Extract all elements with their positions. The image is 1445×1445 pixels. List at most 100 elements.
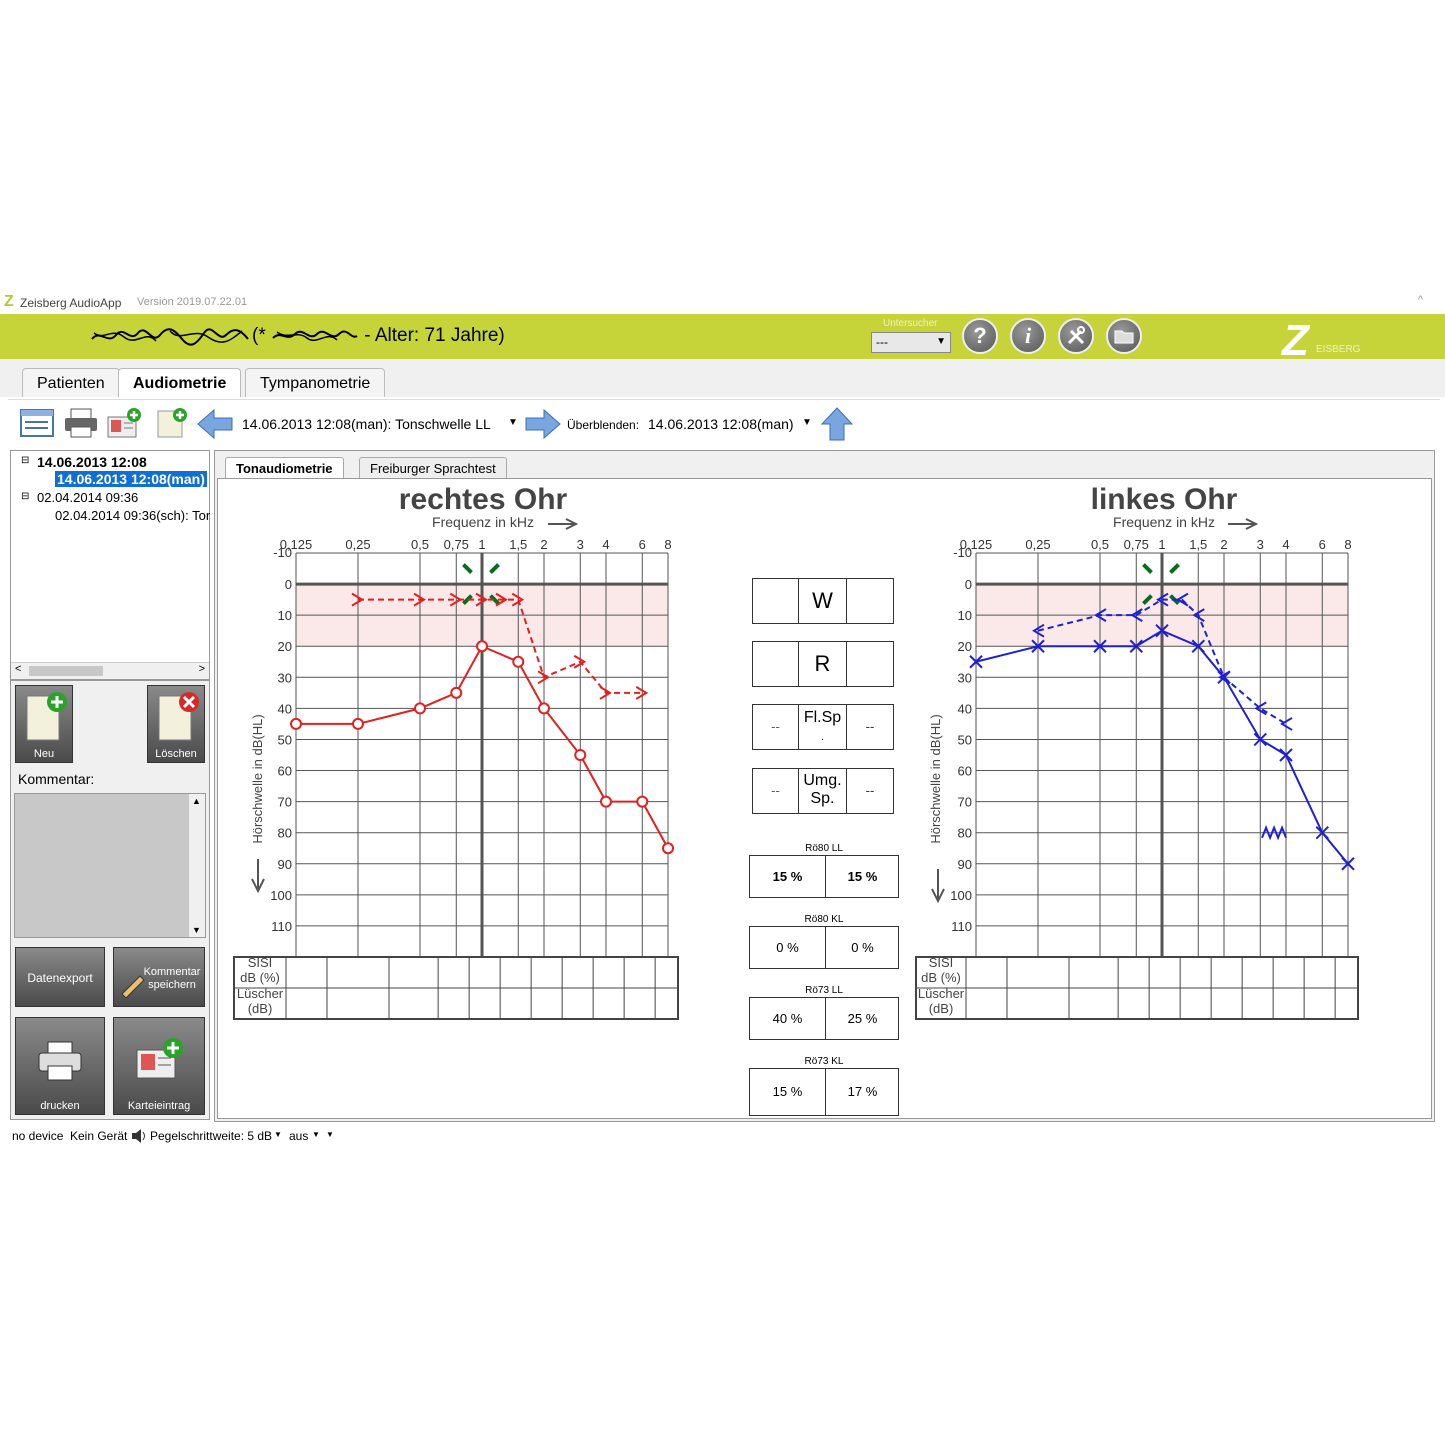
delete-button[interactable]: Löschen [147, 685, 205, 763]
bone-marker [489, 594, 500, 606]
folder-icon [1114, 330, 1134, 344]
rinne-right-cell[interactable] [847, 642, 893, 686]
db-tick-label: 40 [278, 701, 292, 716]
tab-patienten[interactable]: Patienten [22, 368, 120, 397]
comment-input[interactable]: ▲ ▼ [14, 793, 206, 938]
window-collapse-icon[interactable]: ^ [1417, 294, 1423, 306]
record-entry-button[interactable]: Karteieintrag [113, 1017, 205, 1115]
save-comment-button[interactable]: Kommentar speichern [113, 947, 205, 1007]
weber-right-cell[interactable] [847, 579, 893, 623]
collapse-icon[interactable]: ⊟ [21, 491, 30, 502]
weber-left-cell[interactable] [753, 579, 799, 623]
data-point [476, 640, 488, 653]
flsp-box[interactable]: -- Fl.Sp. -- [752, 704, 894, 750]
db-tick-label: 40 [958, 701, 972, 716]
app-name: Zeisberg AudioApp [20, 296, 122, 310]
data-point [1093, 639, 1107, 653]
flsp-label-text: Fl.Sp [803, 709, 842, 726]
freq-tick-label: 0,75 [1124, 537, 1149, 552]
chevron-down-icon[interactable]: ▼ [274, 1130, 282, 1139]
subtab-freiburger[interactable]: Freiburger Sprachtest [359, 457, 507, 479]
audiogram-right-ear[interactable]: rechtes Ohr Frequenz in kHz Hörschwelle … [218, 479, 698, 1039]
open-folder-button[interactable] [1106, 318, 1142, 354]
result-box[interactable]: 40 % 25 % [749, 997, 899, 1040]
result-value-left: 17 % [847, 1084, 878, 1099]
chevron-down-icon[interactable]: ▼ [802, 417, 812, 428]
rinne-box[interactable]: R [752, 641, 894, 687]
plot-area: rechtes Ohr Frequenz in kHz Hörschwelle … [217, 478, 1432, 1119]
examiner-label: Untersucher [883, 318, 938, 329]
freq-tick-label: 6 [639, 537, 646, 552]
level-step-select[interactable]: Pegelschrittweite: 5 dB [150, 1129, 273, 1143]
bone-marker [489, 563, 500, 574]
scroll-thumb[interactable] [29, 666, 103, 676]
chevron-down-icon[interactable]: ▼ [312, 1130, 320, 1139]
result-box[interactable]: 15 % 17 % [749, 1068, 899, 1116]
status-bar: no device Kein Gerät Pegelschrittweite: … [8, 1126, 1440, 1146]
new-document-icon[interactable] [154, 407, 192, 439]
data-point [537, 670, 550, 685]
scroll-left-icon[interactable]: < [15, 663, 22, 675]
bone-marker [1142, 563, 1153, 574]
measurement-select[interactable]: 14.06.2013 12:08(man): Tonschwelle LL [242, 416, 491, 432]
result-box[interactable]: 15 % 15 % [749, 855, 899, 898]
examiner-select[interactable]: --- ▼ [871, 332, 951, 353]
vertical-scrollbar[interactable]: ▲ ▼ [189, 794, 205, 937]
sisi-label: dB (%) [240, 970, 280, 985]
freq-tick-label: 0,25 [1025, 537, 1050, 552]
data-point [511, 592, 525, 607]
info-button[interactable]: i [1010, 318, 1046, 354]
arrow-right-icon[interactable] [524, 408, 562, 440]
data-point [1031, 639, 1045, 653]
settings-button[interactable] [1058, 318, 1094, 354]
freq-tick-label: 3 [1257, 537, 1264, 552]
measurement-tree[interactable]: ⊟ 14.06.2013 12:08 14.06.2013 12:08(man)… [10, 450, 210, 680]
print-button[interactable]: drucken [15, 1017, 105, 1115]
horizontal-scrollbar[interactable]: < > [11, 662, 209, 679]
rinne-left-cell[interactable] [753, 642, 799, 686]
result-box[interactable]: 0 % 0 % [749, 926, 899, 969]
add-record-icon[interactable] [106, 407, 144, 439]
subtab-tonaudiometrie[interactable]: Tonaudiometrie [225, 457, 344, 479]
collapse-icon[interactable]: ⊟ [21, 455, 30, 466]
tree-node[interactable]: 14.06.2013 12:08 [37, 454, 147, 470]
subtab-label: Freiburger Sprachtest [370, 461, 496, 476]
db-tick-label: 0 [965, 577, 972, 592]
data-point [538, 702, 550, 715]
arrow-left-icon[interactable] [196, 408, 234, 440]
list-view-icon[interactable] [18, 407, 56, 439]
data-point [1253, 732, 1267, 747]
tree-node[interactable]: 02.04.2014 09:36(sch): Tor [55, 508, 211, 523]
data-point [1192, 608, 1205, 623]
data-point [599, 685, 612, 700]
new-button[interactable]: Neu [15, 685, 73, 763]
scroll-right-icon[interactable]: > [198, 663, 205, 675]
audiogram-left-ear[interactable]: linkes Ohr Frequenz in kHz Hörschwelle i… [914, 479, 1394, 1039]
result-value-right: 15 % [750, 856, 826, 897]
scroll-down-icon[interactable]: ▼ [192, 925, 201, 935]
bone-marker [462, 563, 473, 574]
help-button[interactable]: ? [962, 318, 998, 354]
chevron-down-icon[interactable]: ▼ [326, 1130, 334, 1139]
data-point [351, 592, 364, 607]
scroll-up-icon[interactable]: ▲ [192, 796, 201, 806]
tab-audiometrie[interactable]: Audiometrie [118, 368, 242, 397]
tree-node[interactable]: 02.04.2014 09:36 [37, 490, 139, 505]
freq-tick-label: 4 [602, 537, 609, 552]
data-export-button[interactable]: Datenexport [15, 947, 105, 1007]
chevron-down-icon[interactable]: ▼ [508, 417, 518, 428]
result-label: Rö80 LL [805, 843, 843, 854]
freq-tick-label: 0,75 [444, 537, 469, 552]
weber-box[interactable]: W [752, 578, 894, 624]
db-tick-label: 50 [278, 732, 292, 747]
arrow-up-icon[interactable] [820, 406, 854, 442]
umgsp-box[interactable]: -- Umg. Sp. -- [752, 768, 894, 814]
print-label: drucken [40, 1100, 80, 1112]
app-logo: Z [4, 293, 14, 310]
tree-node-selected[interactable]: 14.06.2013 12:08(man) [55, 471, 207, 487]
printer-icon[interactable] [62, 407, 100, 439]
mode-select[interactable]: aus [289, 1129, 309, 1143]
flsp-label: Fl.Sp. [799, 705, 847, 749]
overlay-select[interactable]: 14.06.2013 12:08(man) [648, 416, 794, 432]
tab-tympanometrie[interactable]: Tympanometrie [245, 368, 386, 397]
